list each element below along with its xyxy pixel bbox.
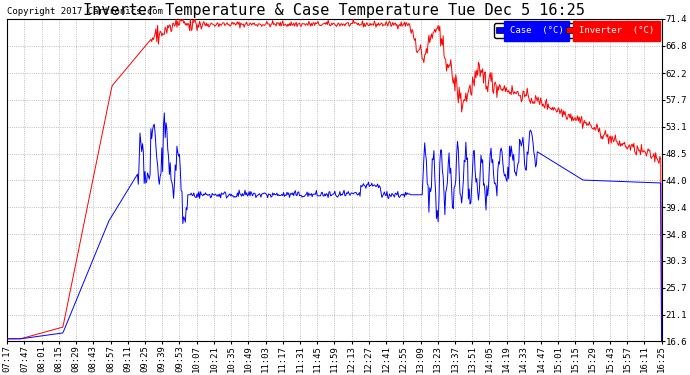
Text: Copyright 2017 Cartronics.com: Copyright 2017 Cartronics.com [8, 7, 163, 16]
Title: Inverter Temperature & Case Temperature Tue Dec 5 16:25: Inverter Temperature & Case Temperature … [83, 3, 585, 18]
Legend: Case  (°C), Inverter  (°C): Case (°C), Inverter (°C) [494, 24, 657, 38]
